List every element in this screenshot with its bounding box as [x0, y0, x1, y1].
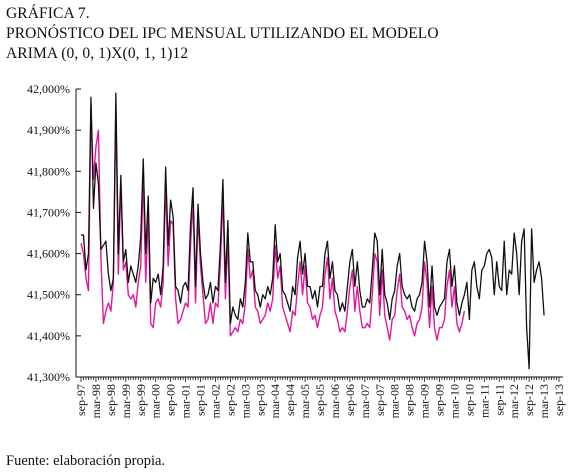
- y-tick-label: 41,300%: [27, 370, 70, 384]
- x-tick-label: sep-97: [74, 384, 88, 416]
- x-tick-label: mar-10: [447, 384, 461, 418]
- y-tick-label: 41,600%: [27, 247, 70, 261]
- y-axis: 42,000% 41,900% 41,800% 41,700% 41,600% 41,50…: [27, 82, 81, 384]
- x-tick-label: mar-02: [208, 384, 222, 418]
- x-tick-label: sep-01: [194, 384, 208, 416]
- x-tick-label: sep-11: [492, 384, 506, 416]
- x-tick-label: mar-99: [119, 384, 133, 418]
- x-tick-label: sep-05: [313, 384, 327, 416]
- x-tick-label: sep-99: [134, 384, 148, 416]
- y-tick-label: 41,700%: [27, 205, 70, 219]
- title-line-2: PRONÓSTICO DEL IPC MENSUAL UTILIZANDO EL…: [6, 25, 439, 42]
- x-tick-label: sep-98: [104, 384, 118, 416]
- x-tick-label: sep-03: [253, 384, 267, 416]
- x-tick-label: mar-08: [388, 384, 402, 418]
- y-tick-label: 42,000%: [27, 82, 70, 96]
- y-tick-label: 41,400%: [27, 329, 70, 343]
- x-tick-label: sep-00: [164, 384, 178, 416]
- source-note: Fuente: elaboración propia.: [6, 453, 166, 469]
- x-tick-label: mar-03: [238, 384, 252, 418]
- x-tick-label: sep-07: [373, 384, 387, 416]
- y-tick-label: 41,900%: [27, 123, 70, 137]
- x-tick-label: mar-09: [418, 384, 432, 418]
- x-tick-label: sep-08: [403, 384, 417, 416]
- observed-series-line: [81, 92, 545, 370]
- x-tick-label: mar-05: [298, 384, 312, 418]
- x-tick-label: sep-12: [522, 384, 536, 416]
- x-tick-label: mar-98: [89, 384, 103, 418]
- chart-title: GRÁFICA 7. PRONÓSTICO DEL IPC MENSUAL UT…: [6, 4, 439, 64]
- x-tick-label: sep-02: [223, 384, 237, 416]
- x-tick-label: sep-13: [552, 384, 566, 416]
- x-tick-label: mar-04: [268, 384, 282, 418]
- x-tick-label: mar-11: [477, 384, 491, 418]
- y-tick-label: 41,500%: [27, 288, 70, 302]
- x-tick-label: sep-09: [433, 384, 447, 416]
- x-axis: sep-97 mar-98 sep-98 mar-99 sep-99 mar-00 sep-…: [74, 377, 566, 418]
- title-line-3: ARIMA (0, 0, 1)X(0, 1, 1)12: [6, 45, 189, 62]
- x-tick-label: mar-01: [179, 384, 193, 418]
- x-tick-label: mar-00: [149, 384, 163, 418]
- y-tick-label: 41,800%: [27, 164, 70, 178]
- x-tick-label: sep-04: [283, 384, 297, 416]
- x-tick-label: sep-06: [343, 384, 357, 416]
- x-tick-label: mar-13: [537, 384, 551, 418]
- x-tick-label: mar-07: [358, 384, 372, 418]
- x-tick-label: sep-10: [462, 384, 476, 416]
- x-tick-label: mar-12: [507, 384, 521, 418]
- title-line-1: GRÁFICA 7.: [6, 5, 90, 22]
- fitted-series-line: [80, 104, 466, 341]
- plot-lines: [80, 92, 545, 370]
- x-tick-label: mar-06: [328, 384, 342, 418]
